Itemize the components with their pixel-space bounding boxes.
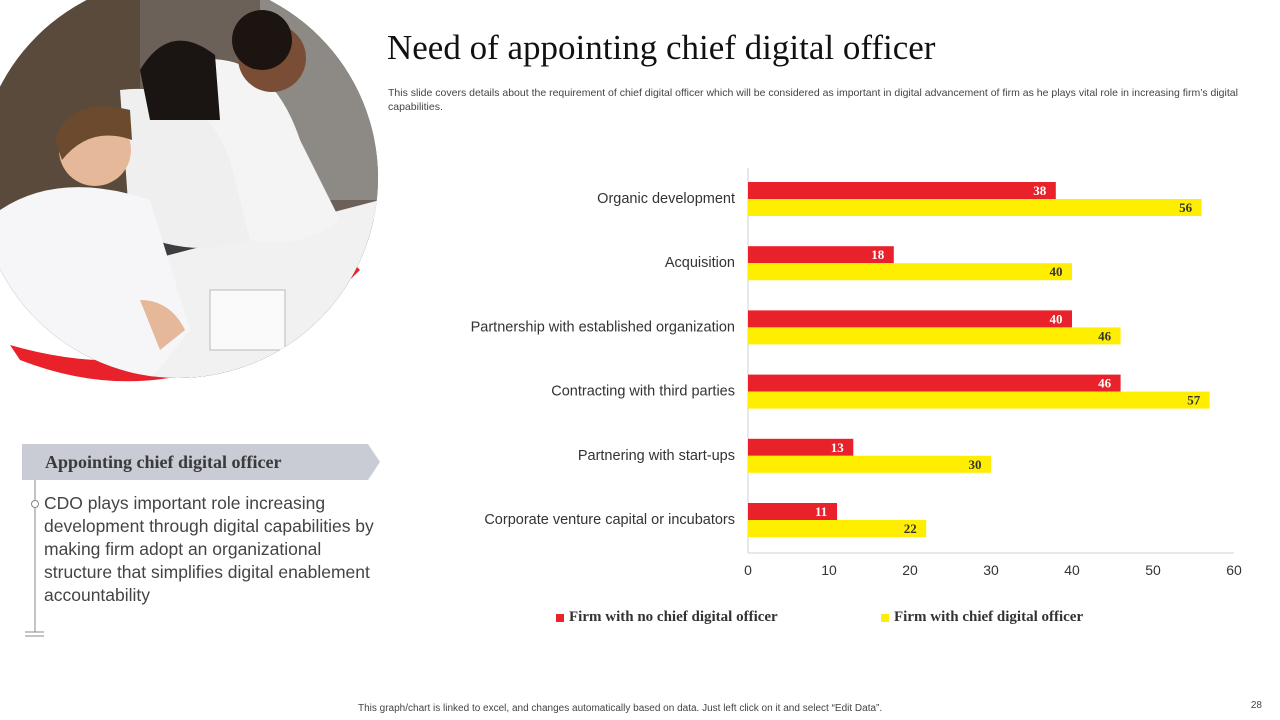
x-tick-label: 60 bbox=[1226, 562, 1242, 578]
bar bbox=[748, 438, 854, 456]
data-label: 46 bbox=[1098, 328, 1112, 343]
callout-timeline-line bbox=[25, 480, 44, 637]
legend-item-no-cdo: Firm with no chief digital officer bbox=[556, 609, 778, 626]
bar bbox=[748, 503, 838, 520]
data-label: 40 bbox=[1050, 311, 1063, 326]
data-label: 46 bbox=[1098, 376, 1112, 391]
data-label: 38 bbox=[1033, 183, 1047, 198]
callout-title: Appointing chief digital officer bbox=[45, 452, 282, 472]
x-tick-label: 10 bbox=[821, 562, 837, 578]
callout-body: CDO plays important role increasing deve… bbox=[44, 493, 374, 605]
bar bbox=[748, 246, 894, 264]
x-tick-label: 30 bbox=[983, 562, 999, 578]
legend-label-no-cdo: Firm with no chief digital officer bbox=[569, 609, 778, 625]
category-label: Partnership with established organizatio… bbox=[471, 319, 735, 335]
bar bbox=[748, 263, 1072, 281]
business-team-photo-icon bbox=[0, 0, 378, 382]
bar bbox=[748, 182, 1056, 199]
x-tick-label: 0 bbox=[744, 562, 752, 578]
bar bbox=[748, 310, 1072, 328]
bar bbox=[748, 199, 1202, 216]
data-label: 30 bbox=[969, 457, 982, 472]
bar bbox=[748, 374, 1121, 392]
category-label: Acquisition bbox=[665, 255, 735, 271]
legend-swatch-no-cdo bbox=[556, 613, 564, 622]
x-tick-label: 50 bbox=[1145, 562, 1161, 578]
bar bbox=[748, 520, 927, 537]
data-label: 18 bbox=[871, 247, 885, 262]
page-subtitle: This slide covers details about the requ… bbox=[388, 87, 1238, 113]
team-photo bbox=[0, 0, 400, 410]
bar bbox=[748, 455, 991, 473]
bar bbox=[748, 391, 1210, 409]
legend-label-with-cdo: Firm with chief digital officer bbox=[894, 609, 1084, 625]
bar bbox=[748, 327, 1121, 345]
data-label: 40 bbox=[1050, 264, 1063, 279]
callout-header: Appointing chief digital officer bbox=[22, 444, 380, 480]
page-number: 28 bbox=[1250, 700, 1262, 711]
data-label: 57 bbox=[1187, 393, 1201, 408]
data-label: 22 bbox=[904, 521, 917, 536]
category-label: Contracting with third parties bbox=[551, 384, 735, 400]
x-tick-label: 40 bbox=[1064, 562, 1080, 578]
bar-chart: 0 10 20 30 40 50 60 Organic development 38 56 Acqu… bbox=[471, 168, 1242, 578]
category-label: Partnering with start-ups bbox=[578, 448, 735, 464]
legend-swatch-with-cdo bbox=[881, 613, 889, 622]
data-label: 56 bbox=[1179, 200, 1193, 215]
footnote: This graph/chart is linked to excel, and… bbox=[358, 703, 883, 714]
data-label: 13 bbox=[831, 440, 845, 455]
x-tick-label: 20 bbox=[902, 562, 918, 578]
data-label: 11 bbox=[815, 504, 827, 519]
callout-arrow-shape bbox=[22, 444, 380, 480]
chart-legend: Firm with no chief digital officer Firm … bbox=[0, 609, 1280, 629]
page-title: Need of appointing chief digital officer bbox=[387, 28, 936, 67]
category-label: Corporate venture capital or incubators bbox=[484, 512, 735, 528]
legend-item-with-cdo: Firm with chief digital officer bbox=[881, 609, 1083, 626]
category-label: Organic development bbox=[597, 191, 735, 207]
